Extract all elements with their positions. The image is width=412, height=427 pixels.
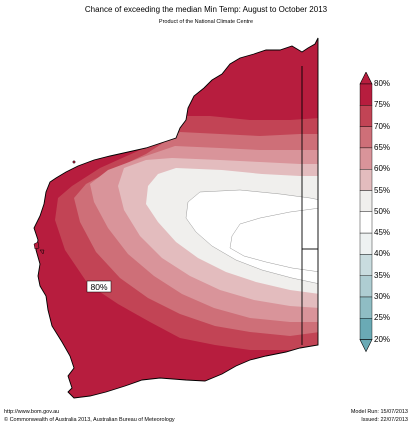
- footer-model-run: Model Run: 15/07/2013: [350, 409, 408, 415]
- footer-right: Model Run: 15/07/2013 Issued: 22/07/2013: [351, 408, 408, 424]
- band-50: [185, 189, 318, 285]
- footer-url[interactable]: http://www.bom.gov.au: [4, 409, 60, 415]
- islands: [33, 160, 76, 255]
- footer-copyright: © Commonwealth of Australia 2013, Austra…: [4, 417, 175, 423]
- legend-label: 25%: [374, 313, 391, 323]
- coastline: [33, 37, 319, 399]
- legend-label: 75%: [374, 100, 391, 110]
- inner-contour: [229, 207, 318, 273]
- legend-label: 30%: [374, 292, 391, 301]
- legend: 80% 75% 70% 65% 60% 55% 50% 45% 40% 35% 30% 25% 20%: [358, 72, 412, 354]
- legend-arrow-top: [359, 72, 373, 85]
- legend-label: 35%: [374, 270, 391, 280]
- legend-colorbar: [359, 72, 373, 353]
- map-subtitle: Product of the National Climate Centre: [158, 19, 254, 25]
- region-label-box: [86, 280, 112, 293]
- legend-cell-65%: [359, 147, 373, 170]
- legend-cell-25%: [359, 318, 373, 340]
- footer-issued: Issued: 22/07/2013: [361, 417, 408, 423]
- footer-left: http://www.bom.gov.au © Commonwealth of …: [4, 408, 175, 424]
- legend-cell-80%: [359, 83, 373, 106]
- legend-cell-45%: [359, 232, 373, 255]
- region-label: 80%: [90, 282, 107, 292]
- legend-cell-35%: [359, 275, 373, 298]
- legend-label: 20%: [374, 334, 391, 344]
- legend-cell-60%: [359, 168, 373, 191]
- legend-cell-70%: [359, 126, 373, 149]
- legend-arrow-bottom: [359, 339, 373, 353]
- legend-label: 50%: [374, 206, 391, 216]
- legend-cell-50%: [359, 211, 373, 234]
- legend-label: 40%: [374, 249, 391, 259]
- legend-label: 55%: [374, 185, 391, 195]
- legend-cell-30%: [359, 296, 373, 319]
- legend-cell-75%: [359, 105, 373, 127]
- legend-label: 45%: [374, 228, 391, 238]
- legend-label: 80%: [374, 79, 391, 88]
- legend-cell-55%: [359, 190, 373, 212]
- state-border: [301, 66, 318, 345]
- legend-label: 60%: [374, 164, 391, 174]
- legend-cell-40%: [359, 254, 373, 276]
- map-title: Chance of exceeding the median Min Temp:…: [84, 5, 328, 14]
- legend-label: 65%: [374, 142, 391, 152]
- legend-label: 70%: [374, 121, 391, 131]
